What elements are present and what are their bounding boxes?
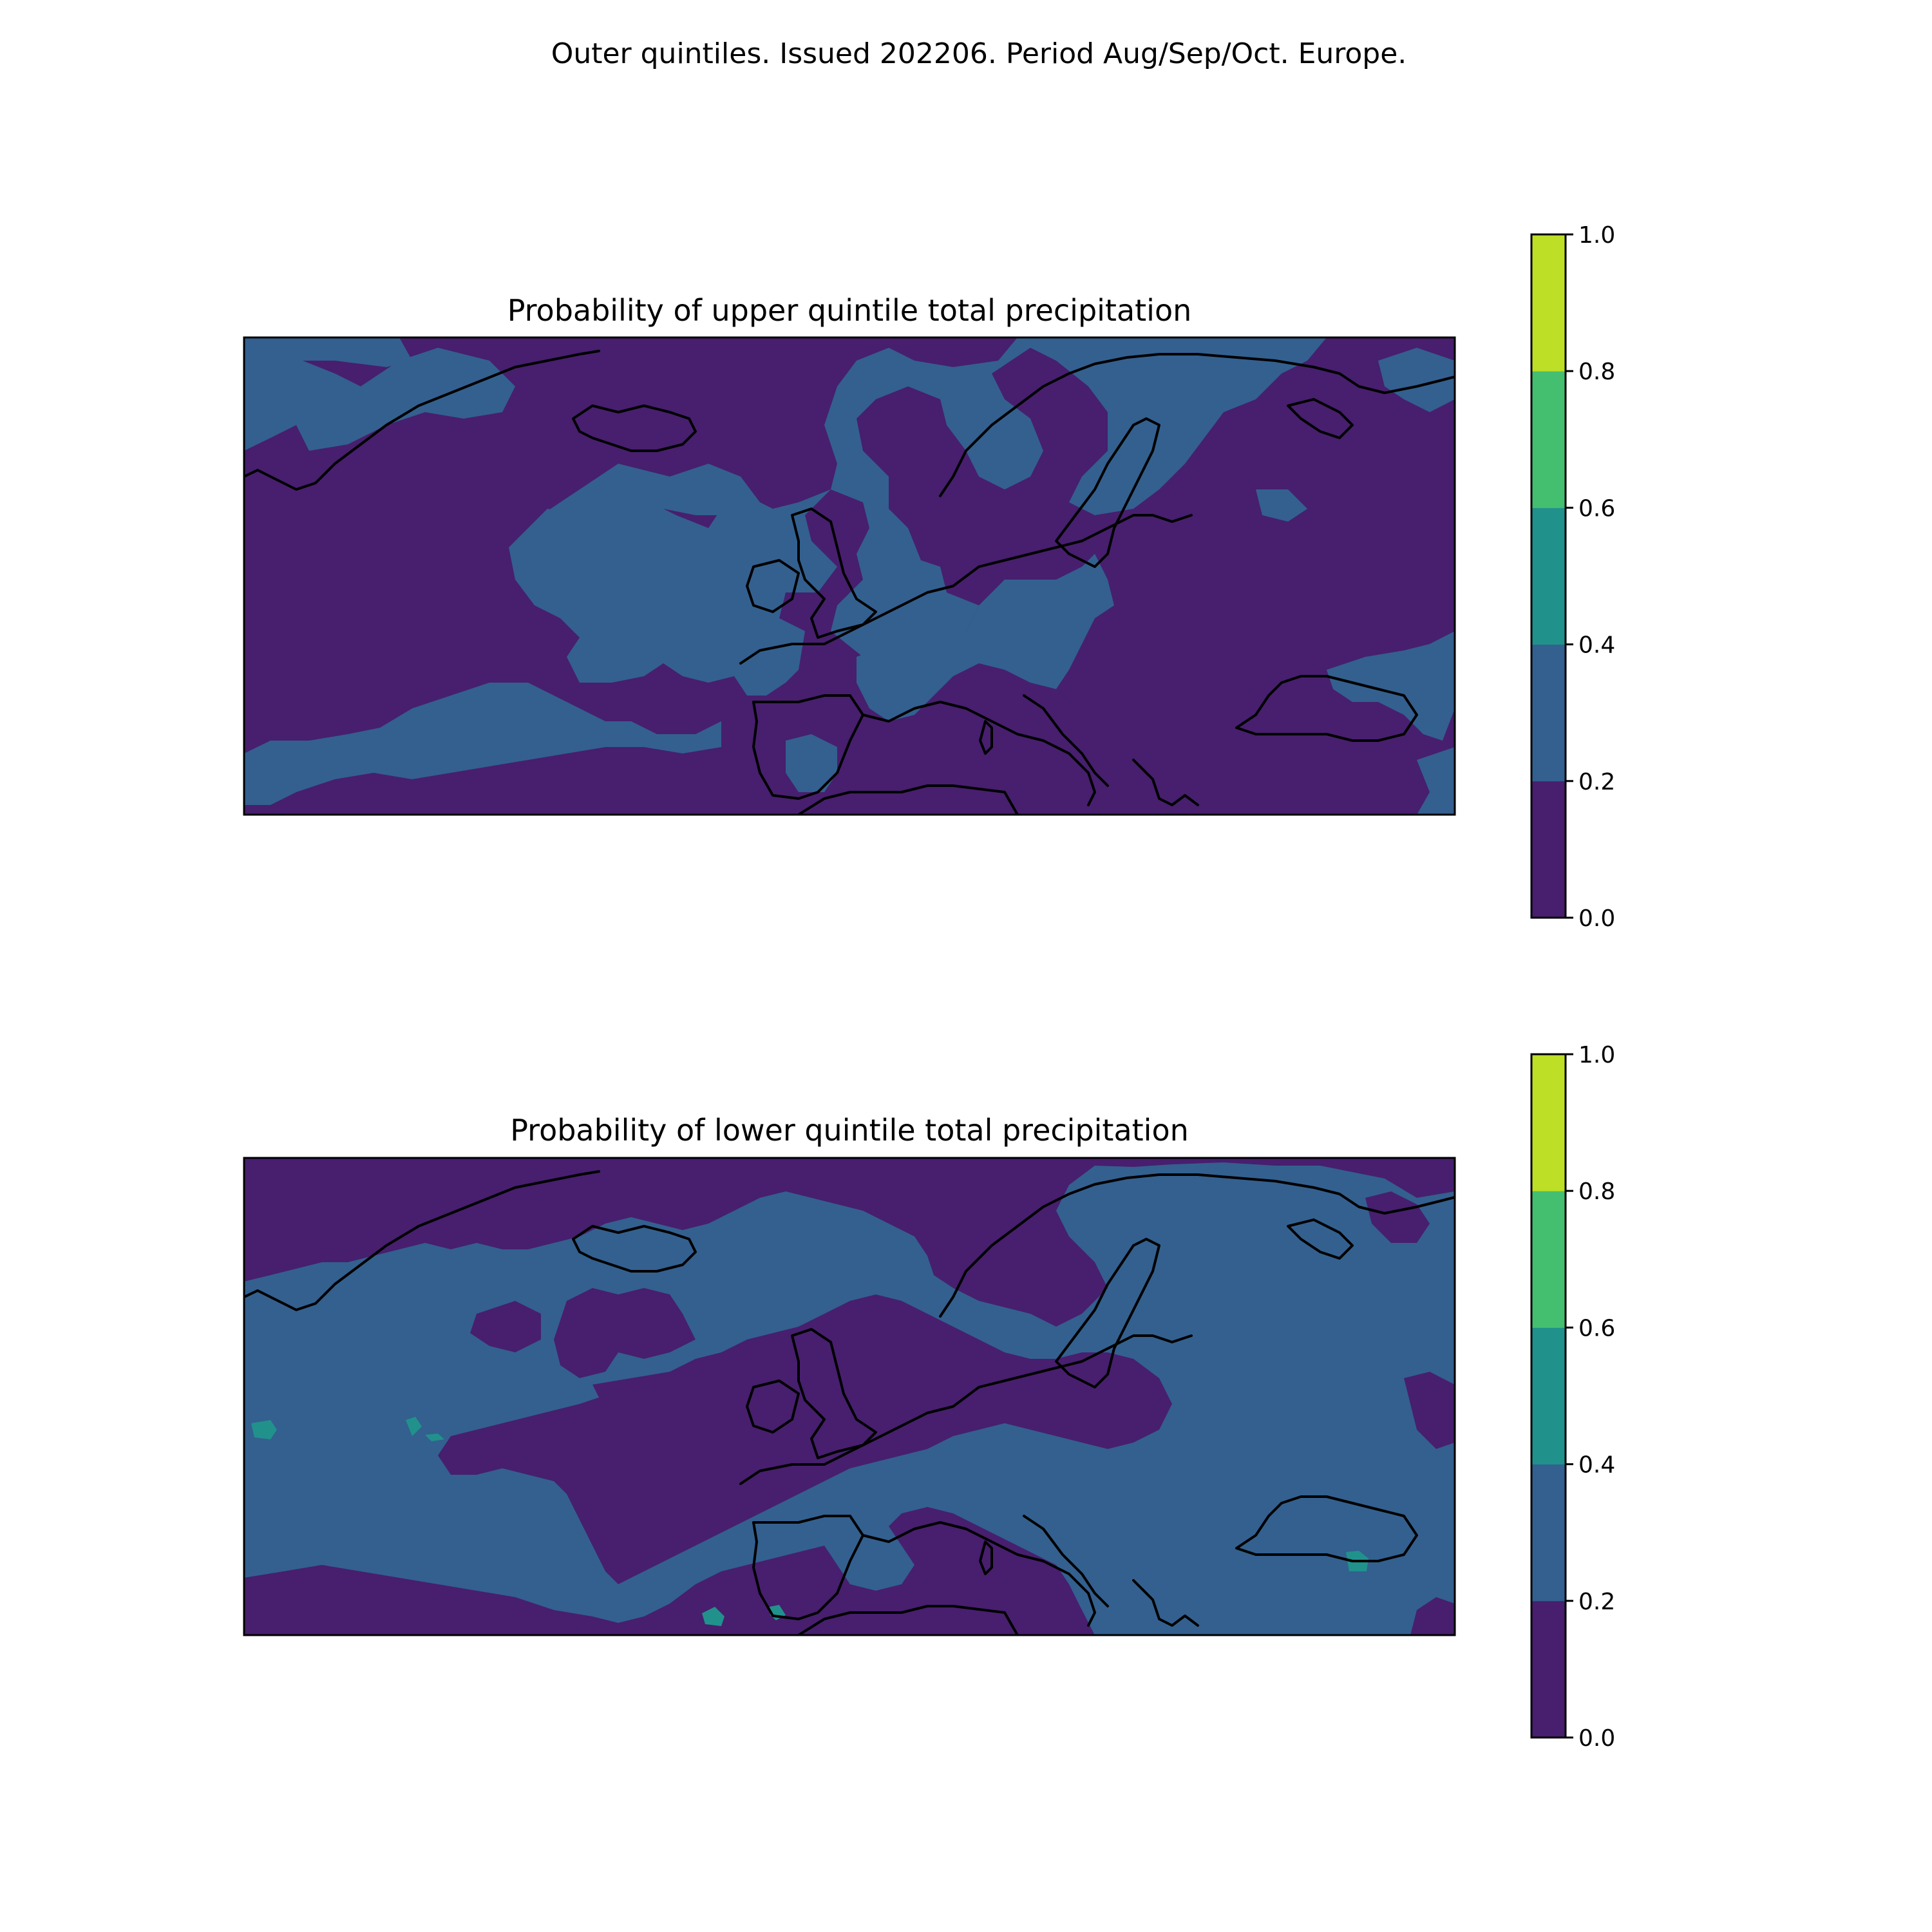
lower-region-spot-atlantic-3: [425, 1434, 444, 1441]
lower-coast-ireland: [746, 1379, 800, 1434]
figure-suptitle: Outer quintiles. Issued 202206. Period A…: [551, 37, 1407, 70]
lower-colorbar: 0.0 0.2 0.4 0.6 0.8 1.0: [1530, 1042, 1615, 1752]
lower-region-spot-atlantic-2: [406, 1417, 422, 1436]
upper-panel-title: Probability of upper quintile total prec…: [507, 293, 1192, 328]
upper-coast-black-sea: [1235, 675, 1418, 742]
upper-region-north-east: [1378, 348, 1455, 412]
upper-colorbar-segment: [1531, 371, 1566, 508]
lower-colorbar-segment: [1531, 1464, 1566, 1602]
upper-coast-greenland: [244, 350, 600, 491]
lower-map: [244, 1158, 1455, 1635]
upper-region-atlantic-central: [509, 337, 1327, 696]
upper-colorbar-segment: [1531, 507, 1566, 645]
upper-coast-baltic: [1055, 417, 1160, 568]
lower-panel-title: Probability of lower quintile total prec…: [510, 1113, 1189, 1148]
lower-colorbar-tick-label: 0.8: [1578, 1179, 1615, 1205]
lower-colorbar-segment: [1531, 1600, 1566, 1738]
upper-region-central-europe: [857, 554, 1114, 721]
lower-region-uk-west-europe: [438, 1294, 1172, 1584]
lower-region-atlantic-mid: [470, 1301, 541, 1352]
upper-colorbar-segment: [1531, 234, 1566, 372]
lower-coast-corsica: [979, 1540, 993, 1575]
lower-coast-mainland: [739, 1334, 1193, 1485]
upper-colorbar-tick-label: 0.4: [1578, 632, 1615, 659]
upper-coast-north-africa: [797, 784, 1019, 815]
upper-coast-mainland: [739, 514, 1193, 665]
lower-coast-britain: [791, 1328, 877, 1459]
lower-coast-novaya: [1287, 1218, 1354, 1260]
lower-coast-mediterranean: [862, 1515, 1199, 1627]
upper-coastlines: [244, 350, 1455, 815]
lower-coast-scandinavia: [939, 1173, 1455, 1318]
lower-coast-baltic: [1055, 1238, 1160, 1388]
lower-coast-iceland: [572, 1225, 697, 1273]
lower-colorbar-frame: [1530, 1053, 1567, 1739]
upper-colorbar-tick-label: 0.0: [1578, 905, 1615, 932]
lower-map-frame: [243, 1157, 1456, 1636]
lower-colorbar-tick-label: 0.0: [1578, 1725, 1615, 1752]
upper-map-frame: [243, 336, 1456, 816]
upper-coast-novaya: [1287, 398, 1354, 439]
upper-coast-ireland: [746, 559, 800, 613]
upper-coast-corsica: [979, 720, 993, 755]
upper-region-arctic-top: [244, 337, 412, 367]
upper-region-east: [1256, 489, 1307, 522]
upper-colorbar-tick-label: 1.0: [1578, 222, 1615, 249]
lower-coast-iberia: [752, 1515, 864, 1620]
upper-region-iberia-south: [786, 734, 837, 792]
lower-region-se-corner: [1410, 1597, 1455, 1635]
upper-colorbar-segment: [1531, 644, 1566, 782]
lower-coast-black-sea: [1235, 1495, 1418, 1562]
upper-colorbar-tick-label: 0.2: [1578, 769, 1615, 795]
upper-colorbar-tick-label: 0.6: [1578, 495, 1615, 522]
upper-region-azores: [244, 683, 721, 805]
lower-colorbar-tick-label: 0.2: [1578, 1589, 1615, 1615]
upper-coast-iceland: [572, 404, 697, 452]
lower-colorbar-tick-label: 0.6: [1578, 1315, 1615, 1341]
lower-region-east-patch: [1404, 1372, 1455, 1449]
upper-panel: Probability of upper quintile total prec…: [243, 222, 1615, 932]
lower-coastlines: [244, 1170, 1455, 1635]
lower-region-spot-africa-1: [702, 1607, 724, 1626]
lower-colorbar-tick-label: 1.0: [1578, 1042, 1615, 1068]
upper-coast-britain: [791, 507, 877, 639]
lower-region-spot-atlantic-1: [251, 1420, 277, 1439]
lower-coast-north-africa: [797, 1605, 1019, 1635]
upper-region-greenland: [244, 348, 515, 451]
upper-map: [244, 337, 1455, 815]
upper-colorbar-tick-label: 0.8: [1578, 359, 1615, 385]
upper-colorbar-frame: [1530, 233, 1567, 919]
upper-coast-scandinavia: [939, 353, 1455, 497]
lower-region-iberia-africa: [244, 1507, 1095, 1635]
lower-panel: Probability of lower quintile total prec…: [243, 1042, 1615, 1752]
lower-colorbar-segment: [1531, 1327, 1566, 1465]
lower-coast-greenland: [244, 1170, 600, 1311]
lower-region-ne-patch: [1365, 1191, 1430, 1243]
upper-colorbar: 0.0 0.2 0.4 0.6 0.8 1.0: [1530, 222, 1615, 932]
lower-colorbar-segment: [1531, 1054, 1566, 1191]
upper-region-black-sea: [1327, 631, 1455, 741]
upper-colorbar-segment: [1531, 781, 1566, 918]
upper-coast-mediterranean: [862, 694, 1199, 806]
lower-colorbar-tick-label: 0.4: [1578, 1452, 1615, 1479]
lower-region-atlantic-west: [554, 1288, 696, 1378]
lower-region-arctic: [244, 1158, 1455, 1327]
lower-colorbar-segment: [1531, 1191, 1566, 1328]
upper-region-north-atlantic-west: [541, 464, 760, 522]
upper-coast-iberia: [752, 694, 864, 800]
upper-region-se-corner: [1417, 747, 1455, 815]
